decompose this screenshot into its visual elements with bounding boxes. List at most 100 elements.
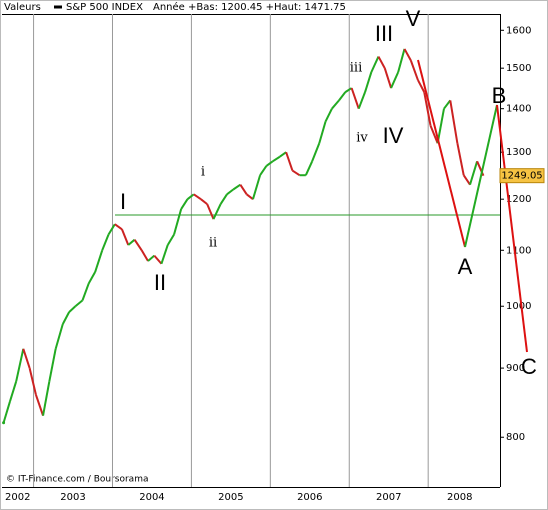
price-segment — [417, 79, 426, 93]
price-segment — [121, 228, 130, 246]
price-segment — [34, 394, 44, 416]
y-tick-label: 1300 — [506, 147, 531, 158]
price-segment — [370, 56, 380, 73]
price-segment — [153, 254, 163, 265]
price-segment — [338, 91, 347, 101]
price-segment — [456, 143, 465, 176]
price-segment — [265, 160, 274, 167]
price-segment — [94, 249, 104, 273]
price-segment — [318, 121, 327, 144]
x-tick-label: 2003 — [60, 492, 85, 503]
y-tick-label: 1100 — [506, 245, 531, 256]
price-segment — [357, 91, 366, 110]
price-segment — [226, 188, 234, 196]
price-segment — [246, 193, 254, 200]
price-segment — [232, 183, 241, 191]
legend-entry: S&P 500 INDEX — [66, 2, 143, 13]
x-tick-label: 2006 — [297, 492, 322, 503]
price-segment — [140, 249, 149, 262]
price-segment — [127, 238, 136, 246]
x-tick-label: 2007 — [376, 492, 401, 503]
y-tick-label: 1000 — [506, 301, 531, 312]
price-segment — [252, 174, 262, 200]
price-segment — [54, 323, 64, 350]
price-segment — [403, 48, 412, 61]
price-segment — [173, 208, 183, 235]
price-segment — [133, 239, 143, 251]
y-tick-label: 800 — [506, 432, 525, 443]
price-segment — [285, 151, 294, 171]
price-segment — [48, 348, 57, 382]
price-segment — [147, 254, 155, 262]
header-label: Valeurs — [4, 2, 41, 13]
wave-label: iv — [356, 131, 368, 146]
x-tick-label: 2002 — [5, 492, 30, 503]
projection-line — [464, 104, 498, 248]
wave-label: i — [201, 165, 205, 180]
last-price-box — [499, 168, 545, 184]
price-segment — [324, 108, 333, 122]
price-segment — [259, 165, 268, 176]
price-segment — [390, 71, 400, 89]
y-tick-label: 900 — [506, 363, 525, 374]
price-segment — [397, 48, 406, 73]
price-segment — [409, 60, 419, 81]
y-tick-label: 1500 — [506, 63, 531, 74]
price-segment — [2, 401, 11, 424]
price-segment — [87, 271, 96, 284]
y-tick-label: 1600 — [506, 25, 531, 36]
price-segment — [166, 233, 175, 246]
price-segment — [22, 348, 31, 369]
price-segment — [114, 223, 123, 231]
price-segment — [74, 299, 84, 308]
price-segment — [61, 311, 70, 325]
price-segment — [383, 67, 393, 89]
price-segment — [15, 348, 25, 382]
price-segment — [68, 305, 77, 313]
price-segment — [429, 125, 439, 144]
price-segment — [443, 99, 452, 110]
price-segment — [42, 381, 51, 416]
price-segment — [28, 367, 37, 396]
price-segment — [350, 87, 360, 110]
price-segment — [364, 71, 373, 93]
price-segment — [180, 198, 189, 210]
wave-label: A — [458, 254, 473, 279]
footer: © IT-Finance.com / Boursorama — [6, 475, 148, 485]
price-segment — [304, 160, 314, 176]
wave-label: V — [406, 6, 421, 31]
price-segment — [311, 142, 321, 162]
price-segment — [239, 184, 248, 195]
wave-label: C — [521, 354, 537, 379]
price-segment — [212, 203, 222, 220]
price-segment — [344, 87, 353, 93]
x-tick-label: 2008 — [447, 492, 472, 503]
wave-label: IV — [383, 123, 404, 148]
price-segment — [279, 151, 287, 158]
price-segment — [423, 91, 432, 126]
price-segment — [200, 198, 208, 205]
x-tick-label: 2005 — [218, 492, 243, 503]
price-segment — [449, 100, 459, 144]
price-segment — [81, 282, 90, 301]
price-segment — [101, 234, 110, 251]
last-price-label: 1249.05 — [501, 171, 542, 182]
wave-label: ii — [209, 236, 217, 251]
wave-label: B — [492, 83, 507, 108]
price-segment — [8, 380, 18, 402]
price-segment — [462, 174, 471, 186]
wave-label: III — [375, 21, 393, 46]
price-segment — [377, 56, 386, 69]
price-segment — [436, 108, 445, 144]
wave-label: iii — [350, 61, 362, 76]
y-tick-label: 1400 — [506, 104, 531, 115]
price-segment — [469, 161, 479, 185]
price-segment — [291, 169, 301, 177]
projection-line — [496, 104, 528, 353]
header-stats: Année +Bas: 1200.45 +Haut: 1471.75 — [153, 1, 346, 13]
x-tick-label: 2004 — [139, 492, 164, 503]
price-segment — [206, 203, 215, 220]
wave-label: I — [120, 189, 126, 214]
